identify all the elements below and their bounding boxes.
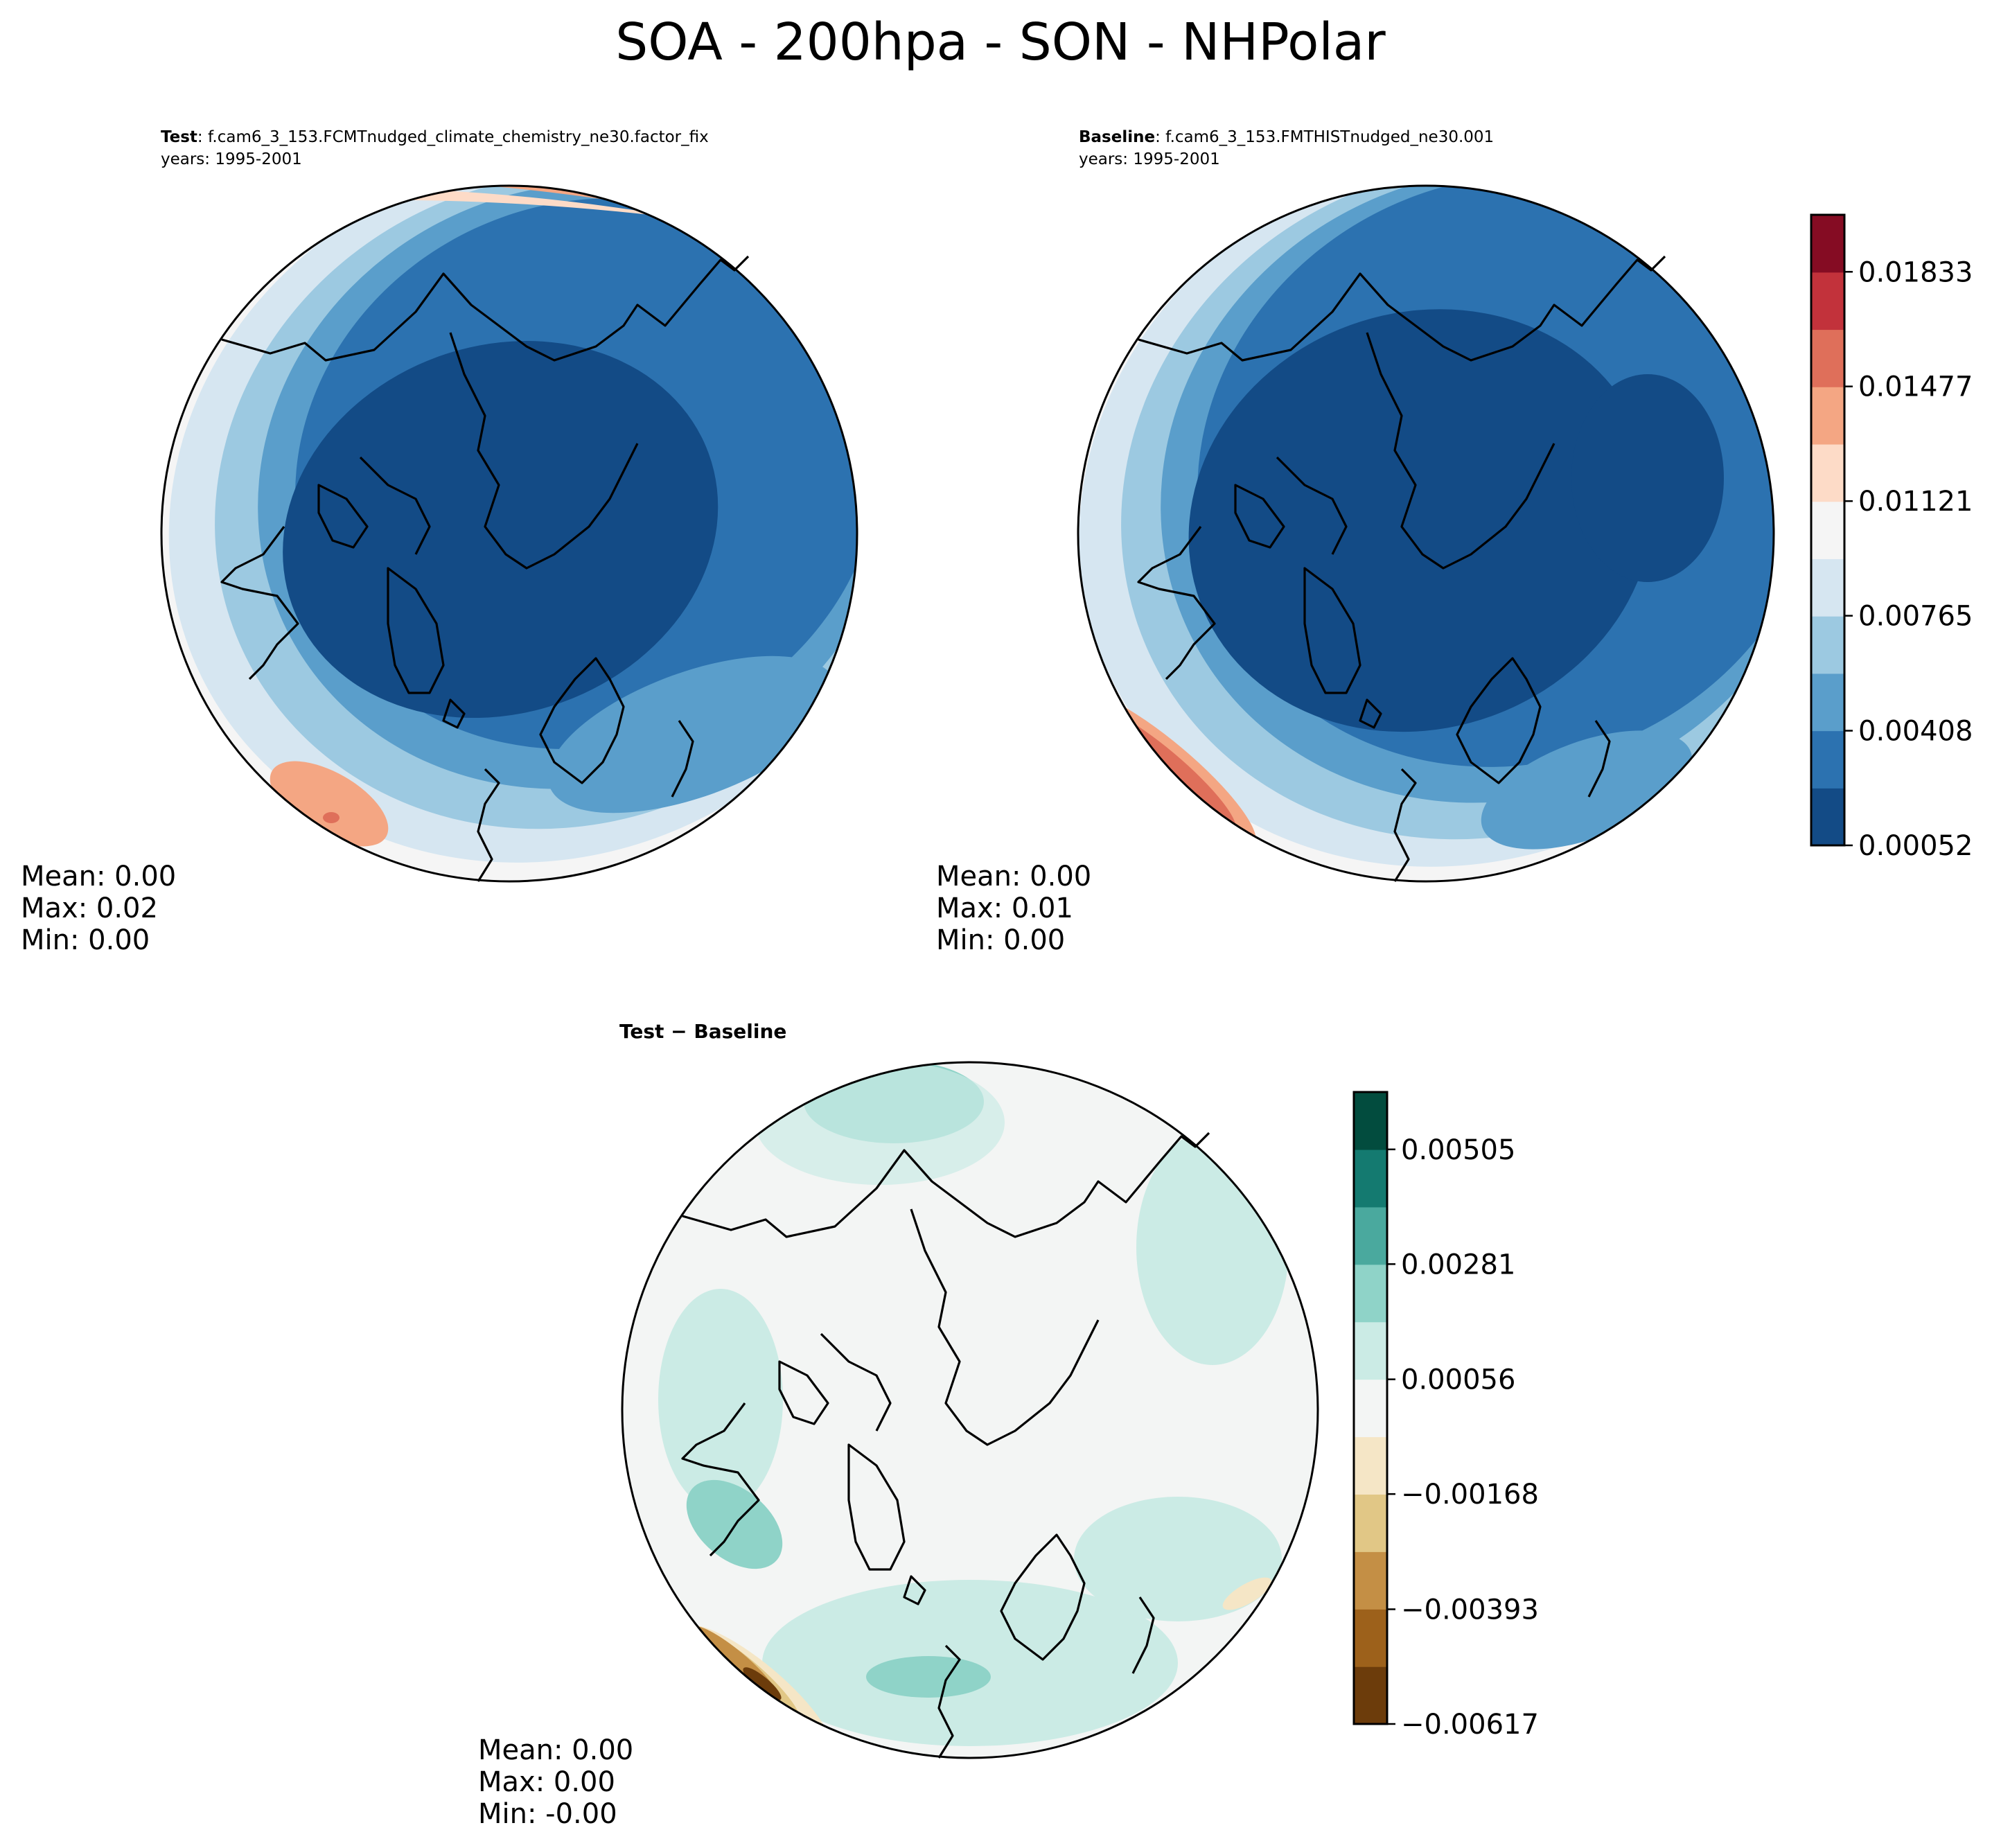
- main-colorbar-segment: [1811, 616, 1844, 674]
- main-colorbar-tick-label: 0.01833: [1858, 256, 1973, 288]
- figure-title: SOA - 200hpa - SON - NHPolar: [615, 12, 1386, 72]
- main-colorbar-segment: [1811, 443, 1844, 502]
- main-colorbar-segment: [1811, 215, 1844, 273]
- diff-max: Max: 0.00: [478, 1766, 615, 1798]
- main-colorbar-segment: [1811, 558, 1844, 617]
- main-colorbar-tick-label: 0.00408: [1858, 716, 1973, 748]
- diff-mean: Mean: 0.00: [478, 1734, 634, 1766]
- diff-colorbar-segment: [1354, 1436, 1387, 1495]
- test-map-boundary: [160, 184, 858, 883]
- diff-stats: Mean: 0.00 Max: 0.00 Min: -0.00: [478, 1734, 633, 1830]
- diff-colorbar-segment: [1354, 1149, 1387, 1208]
- diff-colorbar-segment: [1354, 1264, 1387, 1323]
- main-colorbar-frame: [1810, 213, 1846, 847]
- baseline-map-boundary: [1077, 184, 1775, 883]
- main-colorbar-segment: [1811, 272, 1844, 331]
- baseline-panel-title: Baseline: f.cam6_3_153.FMTHISTnudged_ne3…: [1079, 126, 1494, 170]
- baseline-case-name: : f.cam6_3_153.FMTHISTnudged_ne30.001: [1155, 128, 1495, 146]
- main-colorbar-tick-label: 0.01477: [1858, 371, 1973, 403]
- main-colorbar-segment: [1811, 730, 1844, 789]
- diff-colorbar-segment: [1354, 1666, 1387, 1725]
- baseline-min: Min: 0.00: [936, 924, 1066, 956]
- main-colorbar-segment: [1811, 387, 1844, 445]
- diff-colorbar: −0.00617 −0.00393 −0.00168 0.00056 0.00281 0.…: [1352, 1091, 1539, 1741]
- diff-colorbar-segment: [1354, 1551, 1387, 1610]
- diff-colorbar-frame: [1352, 1091, 1389, 1725]
- test-mean: Mean: 0.00: [21, 861, 177, 892]
- test-case-name: : f.cam6_3_153.FCMTnudged_climate_chemis…: [197, 128, 709, 146]
- test-max: Max: 0.02: [21, 892, 158, 924]
- baseline-mean: Mean: 0.00: [936, 861, 1092, 892]
- diff-colorbar-tick-label: −0.00617: [1401, 1709, 1539, 1741]
- main-colorbar-tick-label: 0.00765: [1858, 601, 1973, 633]
- diff-panel-title: Test − Baseline: [619, 1020, 787, 1043]
- diff-map-boundary: [621, 1061, 1319, 1759]
- main-colorbar-segment: [1811, 329, 1844, 387]
- baseline-map: [1077, 184, 1775, 883]
- diff-colorbar-segment: [1354, 1321, 1387, 1380]
- diff-colorbar-tick-label: 0.00056: [1401, 1364, 1515, 1396]
- diff-colorbar-segment: [1354, 1609, 1387, 1667]
- diff-colorbar-segment: [1354, 1092, 1387, 1150]
- test-min: Min: 0.00: [21, 924, 150, 956]
- main-colorbar-segment: [1811, 501, 1844, 559]
- test-panel-title: Test: f.cam6_3_153.FCMTnudged_climate_ch…: [161, 126, 709, 170]
- test-label: Test: [161, 128, 197, 146]
- diff-colorbar-tick-label: 0.00281: [1401, 1249, 1515, 1281]
- diff-colorbar-tick-label: 0.00505: [1401, 1134, 1515, 1166]
- diff-colorbar-tick-label: −0.00168: [1401, 1479, 1539, 1511]
- baseline-years: years: 1995-2001: [1079, 150, 1220, 168]
- test-stats: Mean: 0.00 Max: 0.02 Min: 0.00: [21, 861, 176, 956]
- test-years: years: 1995-2001: [161, 150, 302, 168]
- baseline-stats: Mean: 0.00 Max: 0.01 Min: 0.00: [936, 861, 1091, 956]
- diff-min: Min: -0.00: [478, 1798, 617, 1830]
- diff-colorbar-segment: [1354, 1379, 1387, 1438]
- main-colorbar-segment: [1811, 673, 1844, 732]
- main-colorbar-tick-label: 0.01121: [1858, 486, 1973, 518]
- main-colorbar: 0.00052 0.00408 0.00765 0.01121 0.01477 0.018…: [1810, 213, 1973, 862]
- diff-colorbar-segment: [1354, 1494, 1387, 1552]
- baseline-max: Max: 0.01: [936, 892, 1073, 924]
- main-colorbar-tick-label: 0.00052: [1858, 830, 1973, 862]
- diff-colorbar-tick-label: −0.00393: [1401, 1594, 1539, 1626]
- diff-colorbar-segment: [1354, 1206, 1387, 1265]
- main-colorbar-segment: [1811, 788, 1844, 846]
- diff-map: [621, 1061, 1319, 1759]
- baseline-label: Baseline: [1079, 128, 1156, 146]
